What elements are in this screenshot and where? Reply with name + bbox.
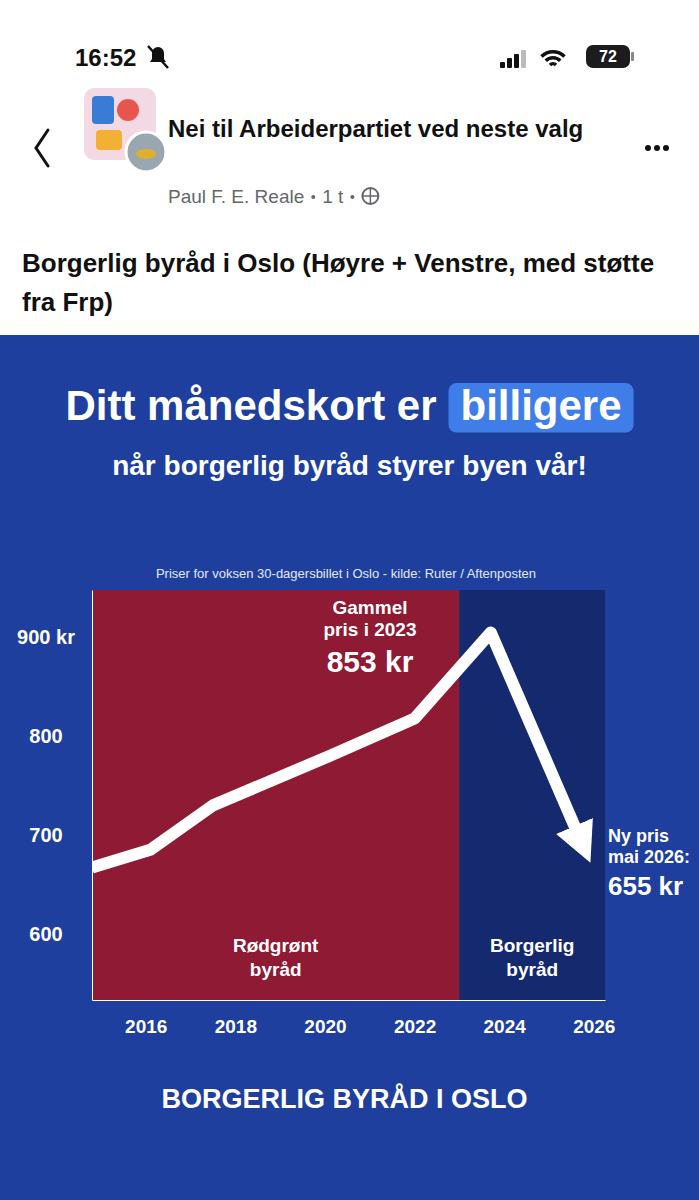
region-label: Rødgrøntbyråd <box>233 935 319 980</box>
post-age: 1 t <box>322 186 344 207</box>
signal-bar <box>500 62 505 68</box>
separator-dot <box>311 195 315 199</box>
x-tick-label: 2022 <box>394 1016 436 1037</box>
wifi-arc <box>549 62 557 66</box>
wifi-arc <box>545 56 562 62</box>
x-axis-line <box>93 1000 606 1001</box>
x-tick: 2016 <box>125 1000 167 1037</box>
battery-body <box>586 45 630 68</box>
annotation-value: 655 kr <box>608 871 683 901</box>
annotation-text: Gammelpris i 2023 <box>324 597 417 640</box>
y-tick: 900 kr <box>17 626 92 648</box>
subtitle: når borgerlig byråd styrer byen vår! <box>112 450 587 481</box>
page: 16:52 72 Nei til Arbeiderpartiet ved neste… <box>0 0 699 1200</box>
region-label: Borgerligbyråd <box>490 935 574 980</box>
more-button[interactable] <box>654 145 660 151</box>
image-background <box>0 335 699 1200</box>
x-tick: 2026 <box>573 1000 615 1037</box>
separator-dot <box>350 195 354 199</box>
y-tick-label: 700 <box>29 824 62 846</box>
y-tick: 700 <box>29 824 92 846</box>
y-tick-label: 800 <box>29 725 62 747</box>
chart-image: Ditt månedskort er billigere når borgerlig… <box>0 335 699 1200</box>
signal-bar <box>507 58 512 68</box>
post-text: Borgerlig byråd i Oslo (Høyre + Venstre,… <box>22 248 654 317</box>
x-tick: 2022 <box>394 1000 436 1037</box>
annotation-text: Ny prismai 2026: <box>608 826 690 867</box>
y-axis-line <box>92 591 93 1001</box>
annotation-value: 853 kr <box>327 645 414 678</box>
author-avatar[interactable] <box>126 132 166 172</box>
y-axis: 600 700 800 900 kr <box>17 591 92 1001</box>
group-name[interactable]: Nei til Arbeiderpartiet ved neste valg <box>168 115 583 142</box>
avatar-shape <box>92 96 114 124</box>
y-tick-label: 600 <box>29 923 62 945</box>
signal-bar <box>521 50 526 68</box>
y-tick: 600 <box>29 923 92 945</box>
source-note: Priser for voksen 30-dagersbillet i Oslo… <box>156 566 536 581</box>
x-axis: 2016 2018 2020 2022 2024 2026 <box>93 1000 616 1037</box>
x-tick: 2020 <box>304 1000 346 1037</box>
headline-highlight: billigere <box>461 382 622 429</box>
y-tick: 800 <box>29 725 92 747</box>
more-button[interactable] <box>663 145 669 151</box>
more-button[interactable] <box>645 145 651 151</box>
mute-icon <box>148 46 168 68</box>
post-header: Nei til Arbeiderpartiet ved neste valg Pa… <box>36 88 669 207</box>
signal-bar <box>514 54 519 68</box>
group-avatar[interactable] <box>84 88 156 160</box>
avatar-shape <box>117 99 139 121</box>
footer: BORGERLIG BYRÅD I OSLO <box>161 1083 527 1114</box>
period-region <box>92 590 459 1000</box>
headline: Ditt månedskort er billigere <box>65 382 633 433</box>
avatar-shape <box>96 130 122 150</box>
x-tick-label: 2024 <box>484 1016 527 1037</box>
author-name[interactable]: Paul F. E. Reale <box>168 186 304 207</box>
avatar-shape <box>136 149 156 159</box>
back-button[interactable] <box>36 130 48 166</box>
wifi-icon <box>540 50 565 66</box>
signal-icon <box>500 50 526 68</box>
x-tick-label: 2016 <box>125 1016 167 1037</box>
battery-level: 72 <box>599 48 617 65</box>
x-tick-label: 2018 <box>215 1016 257 1037</box>
globe-icon <box>362 188 378 204</box>
headline-text: Ditt månedskort er <box>65 382 436 429</box>
x-tick: 2024 <box>484 1000 527 1037</box>
price-line <box>92 632 585 867</box>
plot-area <box>92 590 605 1000</box>
y-tick-label: 900 kr <box>17 626 75 648</box>
x-tick-label: 2026 <box>573 1016 615 1037</box>
clock: 16:52 <box>75 44 136 71</box>
globe-icon <box>362 188 378 204</box>
x-tick-label: 2020 <box>304 1016 346 1037</box>
battery-tip <box>631 52 634 61</box>
bell-slash <box>148 46 168 68</box>
x-tick: 2018 <box>215 1000 257 1037</box>
status-bar: 16:52 72 <box>75 44 634 71</box>
